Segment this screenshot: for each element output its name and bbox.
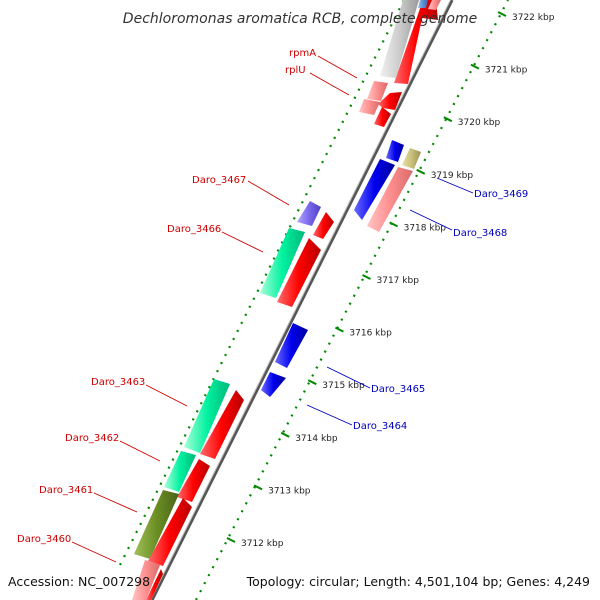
gene-daro3461: [134, 490, 179, 559]
gene-gray-top: [380, 0, 419, 78]
kbp-tick-label: 3720 kbp: [458, 118, 501, 128]
kbp-tick-label: 3714 kbp: [295, 434, 338, 444]
kbp-tick-label: 3715 kbp: [322, 381, 365, 391]
gene-daro3460: [132, 560, 160, 600]
label-daro3462: Daro_3462: [65, 433, 119, 444]
kbp-tick-mark: [362, 274, 371, 280]
gene-top-partial-red: [394, 0, 438, 84]
gene-top-partial-blue: [418, 0, 428, 8]
kbp-tick-mark: [334, 326, 344, 333]
genome-summary-text: Topology: circular; Length: 4,501,104 bp…: [246, 574, 590, 589]
gene-daro3463-arrow: [200, 390, 244, 459]
gene-daro3461-arrow: [148, 498, 192, 566]
kbp-tick-mark: [389, 221, 399, 228]
kbp-tick-mark: [280, 431, 290, 438]
gene-daro3467-arrow: [313, 212, 334, 239]
label-daro3466: Daro_3466: [167, 224, 221, 235]
kbp-tick-label: 3721 kbp: [485, 66, 528, 76]
gene-daro3469-arrow: [386, 140, 404, 162]
kbp-tick-mark: [416, 168, 426, 175]
gene-daro3468-khaki: [402, 148, 421, 169]
outer-dotted-guide: [119, 0, 405, 566]
gene-daro3462: [164, 451, 196, 492]
gene-daro3468: [367, 167, 413, 232]
kbp-tick-mark: [470, 63, 480, 70]
kbp-tick-label: 3718 kbp: [404, 223, 447, 233]
gene-daro3463: [184, 379, 230, 453]
kbp-tick-label: 3717 kbp: [377, 276, 420, 286]
kbp-tick-label: 3716 kbp: [349, 329, 392, 339]
kbp-tick-label: 3719 kbp: [431, 171, 474, 181]
label-daro3464: Daro_3464: [353, 421, 407, 432]
gene-daro3466-arrow: [277, 238, 321, 307]
gene-rplU: [359, 99, 380, 115]
gene-daro3467: [297, 201, 321, 226]
label-daro3469: Daro_3469: [474, 189, 528, 200]
gene-top-partial-pink: [428, 0, 441, 10]
gene-rplU-arrow: [374, 107, 391, 127]
kbp-tick-mark: [253, 484, 263, 491]
label-daro3460: Daro_3460: [17, 534, 71, 545]
kbp-tick-mark: [226, 537, 236, 543]
gene-daro3466: [260, 228, 305, 298]
kbp-ticks: 3712 kbp 3713 kbp 3714 kbp 3715 kbp 3716 kbp…: [226, 11, 555, 549]
kbp-tick-label: 3713 kbp: [268, 486, 311, 496]
kbp-tick-mark: [497, 11, 507, 17]
label-daro3461: Daro_3461: [39, 485, 93, 496]
map-title: Dechloromonas aromatica RCB, complete ge…: [123, 11, 477, 27]
gene-daro3462-arrow: [177, 459, 210, 502]
kbp-tick-mark: [307, 379, 317, 386]
gene-daro3464: [261, 372, 286, 397]
kbp-tick-mark: [443, 116, 453, 123]
label-daro3468: Daro_3468: [453, 228, 507, 239]
backbone: [150, 0, 454, 600]
gene-labels: rpmA rplU Daro_3467 Daro_3466 Daro_3463 …: [17, 48, 528, 545]
inner-dotted-guide: [195, 0, 509, 600]
gene-rpmA-arrow: [378, 92, 402, 110]
label-leader-lines: [71, 55, 474, 563]
label-daro3465: Daro_3465: [371, 384, 425, 395]
gene-rpmA: [367, 81, 388, 101]
reverse-strand-genes: [261, 140, 421, 397]
label-rplU: rplU: [285, 65, 306, 76]
kbp-tick-label: 3712 kbp: [241, 539, 284, 549]
gene-daro3460-arrow: [146, 569, 163, 600]
label-daro3467: Daro_3467: [192, 175, 246, 186]
forward-strand-genes: [132, 0, 441, 600]
gene-daro3465: [275, 323, 308, 368]
label-daro3463: Daro_3463: [91, 377, 145, 388]
kbp-tick-label: 3722 kbp: [512, 13, 555, 23]
accession-text: Accession: NC_007298: [8, 574, 150, 589]
gene-daro3469: [354, 159, 395, 220]
label-rpmA: rpmA: [289, 48, 316, 59]
